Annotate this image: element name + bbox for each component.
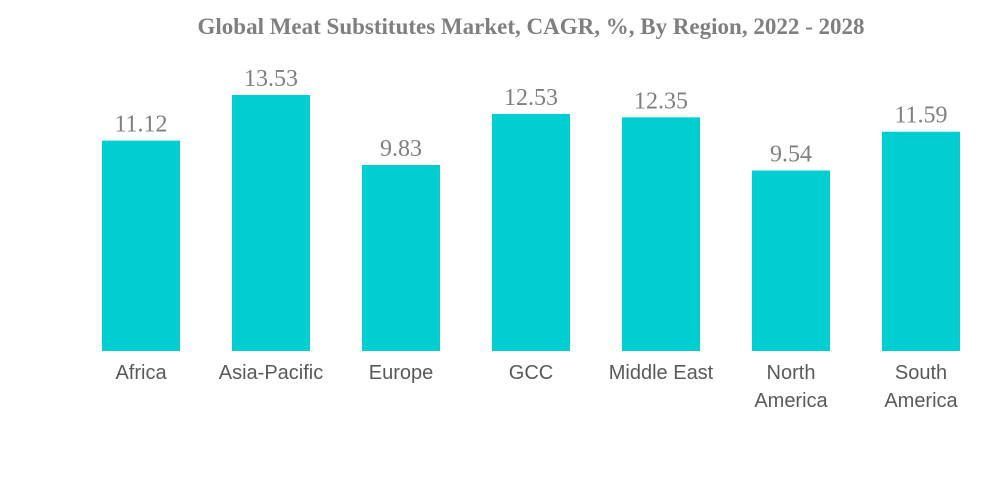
category-label: America <box>754 390 828 412</box>
category-label: GCC <box>509 362 553 384</box>
category-label: North <box>767 362 816 384</box>
bar-south-america <box>882 131 960 351</box>
bar-asia-pacific <box>232 95 310 351</box>
bar-north-america <box>752 170 830 351</box>
data-label: 13.53 <box>244 66 298 92</box>
category-label: America <box>884 390 958 412</box>
bar-africa <box>102 140 180 351</box>
data-label: 11.59 <box>894 103 947 129</box>
data-label: 11.12 <box>114 112 167 138</box>
bar-europe <box>362 165 440 351</box>
data-label: 12.35 <box>634 88 688 114</box>
category-label: South <box>895 362 947 384</box>
category-label: Europe <box>369 362 434 384</box>
category-label: Africa <box>115 362 167 384</box>
category-label: Asia-Pacific <box>219 362 323 384</box>
data-label: 9.54 <box>770 141 812 167</box>
chart-title: Global Meat Substitutes Market, CAGR, %,… <box>197 14 865 39</box>
data-label: 12.53 <box>504 85 558 111</box>
data-label: 9.83 <box>380 136 422 162</box>
category-label: Middle East <box>609 362 714 384</box>
bar-middle east <box>622 117 700 351</box>
bar-gcc <box>492 113 570 351</box>
